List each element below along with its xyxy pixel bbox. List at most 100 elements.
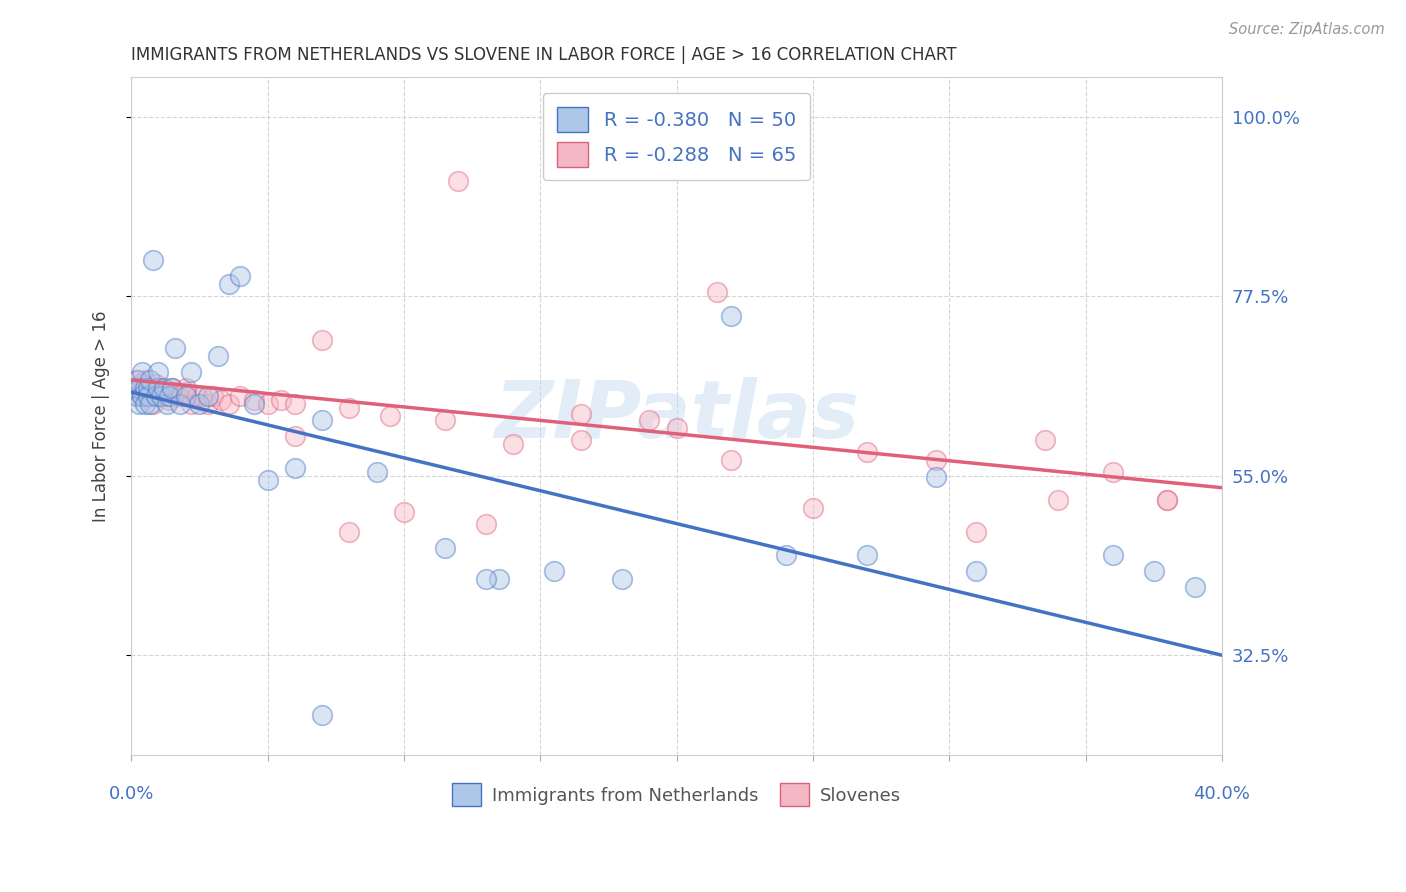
Point <box>131 381 153 395</box>
Point <box>197 397 219 411</box>
Point <box>169 389 191 403</box>
Point <box>134 397 156 411</box>
Point <box>1101 465 1123 479</box>
Point <box>856 549 879 563</box>
Point <box>337 524 360 539</box>
Point <box>160 381 183 395</box>
Point <box>801 500 824 515</box>
Point <box>122 381 145 395</box>
Point <box>148 365 170 379</box>
Point <box>311 413 333 427</box>
Point <box>243 392 266 407</box>
Point <box>270 392 292 407</box>
Point <box>488 573 510 587</box>
Point <box>153 381 176 395</box>
Point <box>131 365 153 379</box>
Point <box>142 381 165 395</box>
Point <box>166 389 188 403</box>
Point <box>136 389 159 403</box>
Point <box>128 381 150 395</box>
Point <box>1156 492 1178 507</box>
Text: ZIPatlas: ZIPatlas <box>494 377 859 455</box>
Point <box>156 397 179 411</box>
Text: IMMIGRANTS FROM NETHERLANDS VS SLOVENE IN LABOR FORCE | AGE > 16 CORRELATION CHA: IMMIGRANTS FROM NETHERLANDS VS SLOVENE I… <box>131 46 956 64</box>
Point <box>156 389 179 403</box>
Point <box>569 433 592 447</box>
Point <box>474 516 496 531</box>
Point <box>543 565 565 579</box>
Point <box>131 376 153 391</box>
Point <box>139 397 162 411</box>
Point <box>569 407 592 421</box>
Point <box>174 389 197 403</box>
Point <box>136 381 159 395</box>
Point <box>163 384 186 399</box>
Text: 40.0%: 40.0% <box>1194 786 1250 804</box>
Point <box>380 409 402 423</box>
Point <box>128 381 150 395</box>
Point <box>284 429 307 443</box>
Point <box>136 389 159 403</box>
Point <box>775 549 797 563</box>
Point <box>134 389 156 403</box>
Point <box>1184 581 1206 595</box>
Point <box>1033 433 1056 447</box>
Point <box>125 389 148 403</box>
Point <box>720 309 742 323</box>
Point <box>966 565 988 579</box>
Point <box>180 397 202 411</box>
Point <box>218 277 240 292</box>
Point <box>134 373 156 387</box>
Point <box>201 389 224 403</box>
Point <box>142 397 165 411</box>
Point <box>188 397 211 411</box>
Point <box>139 373 162 387</box>
Y-axis label: In Labor Force | Age > 16: In Labor Force | Age > 16 <box>93 310 110 522</box>
Point <box>125 389 148 403</box>
Point <box>197 389 219 403</box>
Text: 0.0%: 0.0% <box>108 786 153 804</box>
Point <box>122 381 145 395</box>
Point <box>284 460 307 475</box>
Point <box>229 269 252 284</box>
Point <box>665 421 688 435</box>
Point <box>502 437 524 451</box>
Point <box>174 381 197 395</box>
Point <box>160 381 183 395</box>
Text: Source: ZipAtlas.com: Source: ZipAtlas.com <box>1229 22 1385 37</box>
Point <box>174 384 197 399</box>
Point <box>157 392 180 407</box>
Point <box>433 413 456 427</box>
Point <box>153 384 176 399</box>
Point <box>128 397 150 411</box>
Point <box>1047 492 1070 507</box>
Point <box>447 173 470 187</box>
Point <box>243 397 266 411</box>
Point <box>256 473 278 487</box>
Point <box>209 392 232 407</box>
Point <box>229 389 252 403</box>
Point <box>284 397 307 411</box>
Point <box>150 381 173 395</box>
Point <box>256 397 278 411</box>
Point <box>638 413 661 427</box>
Point <box>1101 549 1123 563</box>
Point <box>145 389 167 403</box>
Point <box>148 381 170 395</box>
Point <box>134 381 156 395</box>
Point <box>150 389 173 403</box>
Point <box>924 470 946 484</box>
Point <box>392 505 415 519</box>
Point <box>148 389 170 403</box>
Point <box>148 381 170 395</box>
Point <box>136 381 159 395</box>
Point <box>163 341 186 355</box>
Point <box>610 573 633 587</box>
Point <box>125 373 148 387</box>
Point <box>169 397 191 411</box>
Point <box>157 389 180 403</box>
Point <box>706 285 728 300</box>
Point <box>186 389 208 403</box>
Point <box>433 541 456 555</box>
Legend: Immigrants from Netherlands, Slovenes: Immigrants from Netherlands, Slovenes <box>444 776 908 814</box>
